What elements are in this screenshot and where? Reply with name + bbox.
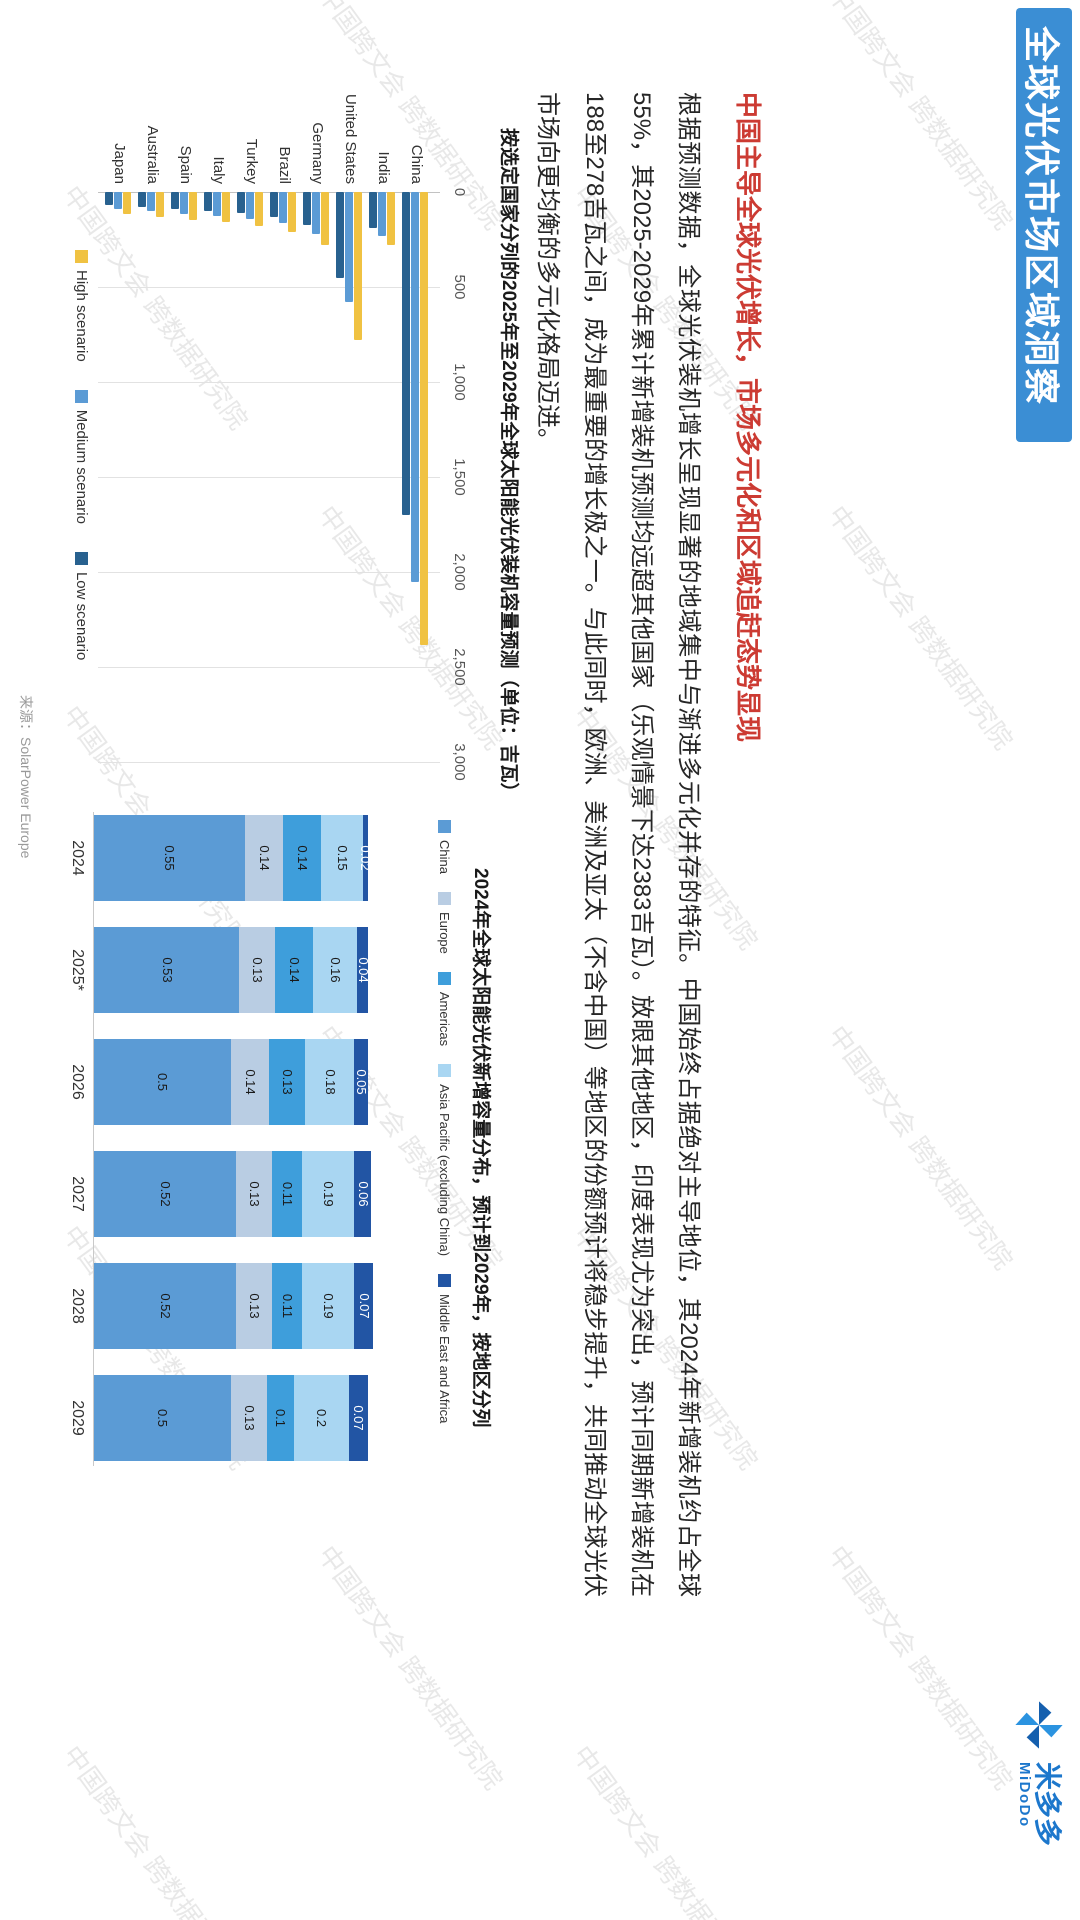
segment-value: 0.14 bbox=[287, 957, 303, 983]
segment-value: 0.13 bbox=[280, 1069, 296, 1095]
segment-value: 0.55 bbox=[162, 845, 178, 871]
segment-value: 0.02 bbox=[358, 845, 374, 871]
segment-value: 0.05 bbox=[354, 1069, 370, 1095]
year-label: 2025* bbox=[69, 949, 86, 991]
segment-value: 0.11 bbox=[280, 1293, 296, 1319]
year-label: 2024 bbox=[69, 840, 86, 876]
segment-value: 0.1 bbox=[273, 1408, 289, 1428]
segment-value: 0.19 bbox=[321, 1293, 337, 1319]
segment-value: 0.13 bbox=[250, 957, 266, 983]
year-label: 2026 bbox=[69, 1064, 86, 1100]
segment-value: 0.13 bbox=[241, 1405, 257, 1431]
segment-value: 0.16 bbox=[328, 957, 344, 983]
source-note: 来源：SolarPower Europe bbox=[18, 695, 34, 859]
segment-value: 0.13 bbox=[247, 1293, 263, 1319]
segment-value: 0.19 bbox=[321, 1181, 337, 1207]
year-label: 2029 bbox=[69, 1400, 86, 1436]
midodo-pinwheel-icon bbox=[1015, 1701, 1063, 1749]
segment-value: 0.14 bbox=[243, 1069, 259, 1095]
chart2-baseline bbox=[93, 812, 94, 1466]
segment-value: 0.06 bbox=[355, 1181, 371, 1207]
segment-value: 0.11 bbox=[280, 1181, 296, 1207]
segment-value: 0.14 bbox=[295, 845, 311, 871]
segment-value: 0.07 bbox=[356, 1293, 372, 1319]
segment-value: 0.07 bbox=[351, 1405, 367, 1431]
segment-value: 0.14 bbox=[256, 845, 272, 871]
segment-value: 0.18 bbox=[322, 1069, 338, 1095]
year-label: 2028 bbox=[69, 1288, 86, 1324]
year-label: 2027 bbox=[69, 1176, 86, 1212]
segment-value: 0.5 bbox=[155, 1072, 171, 1092]
midodo-logo: 米多多 MiDoDo bbox=[1012, 1698, 1066, 1846]
segment-value: 0.04 bbox=[355, 957, 371, 983]
segment-value: 0.2 bbox=[314, 1408, 330, 1428]
segment-value: 0.13 bbox=[247, 1181, 263, 1207]
segment-value: 0.15 bbox=[334, 845, 350, 871]
segment-value: 0.52 bbox=[158, 1293, 174, 1319]
segment-value: 0.52 bbox=[158, 1181, 174, 1207]
segment-value: 0.53 bbox=[159, 957, 175, 983]
segment-value: 0.5 bbox=[155, 1408, 171, 1428]
